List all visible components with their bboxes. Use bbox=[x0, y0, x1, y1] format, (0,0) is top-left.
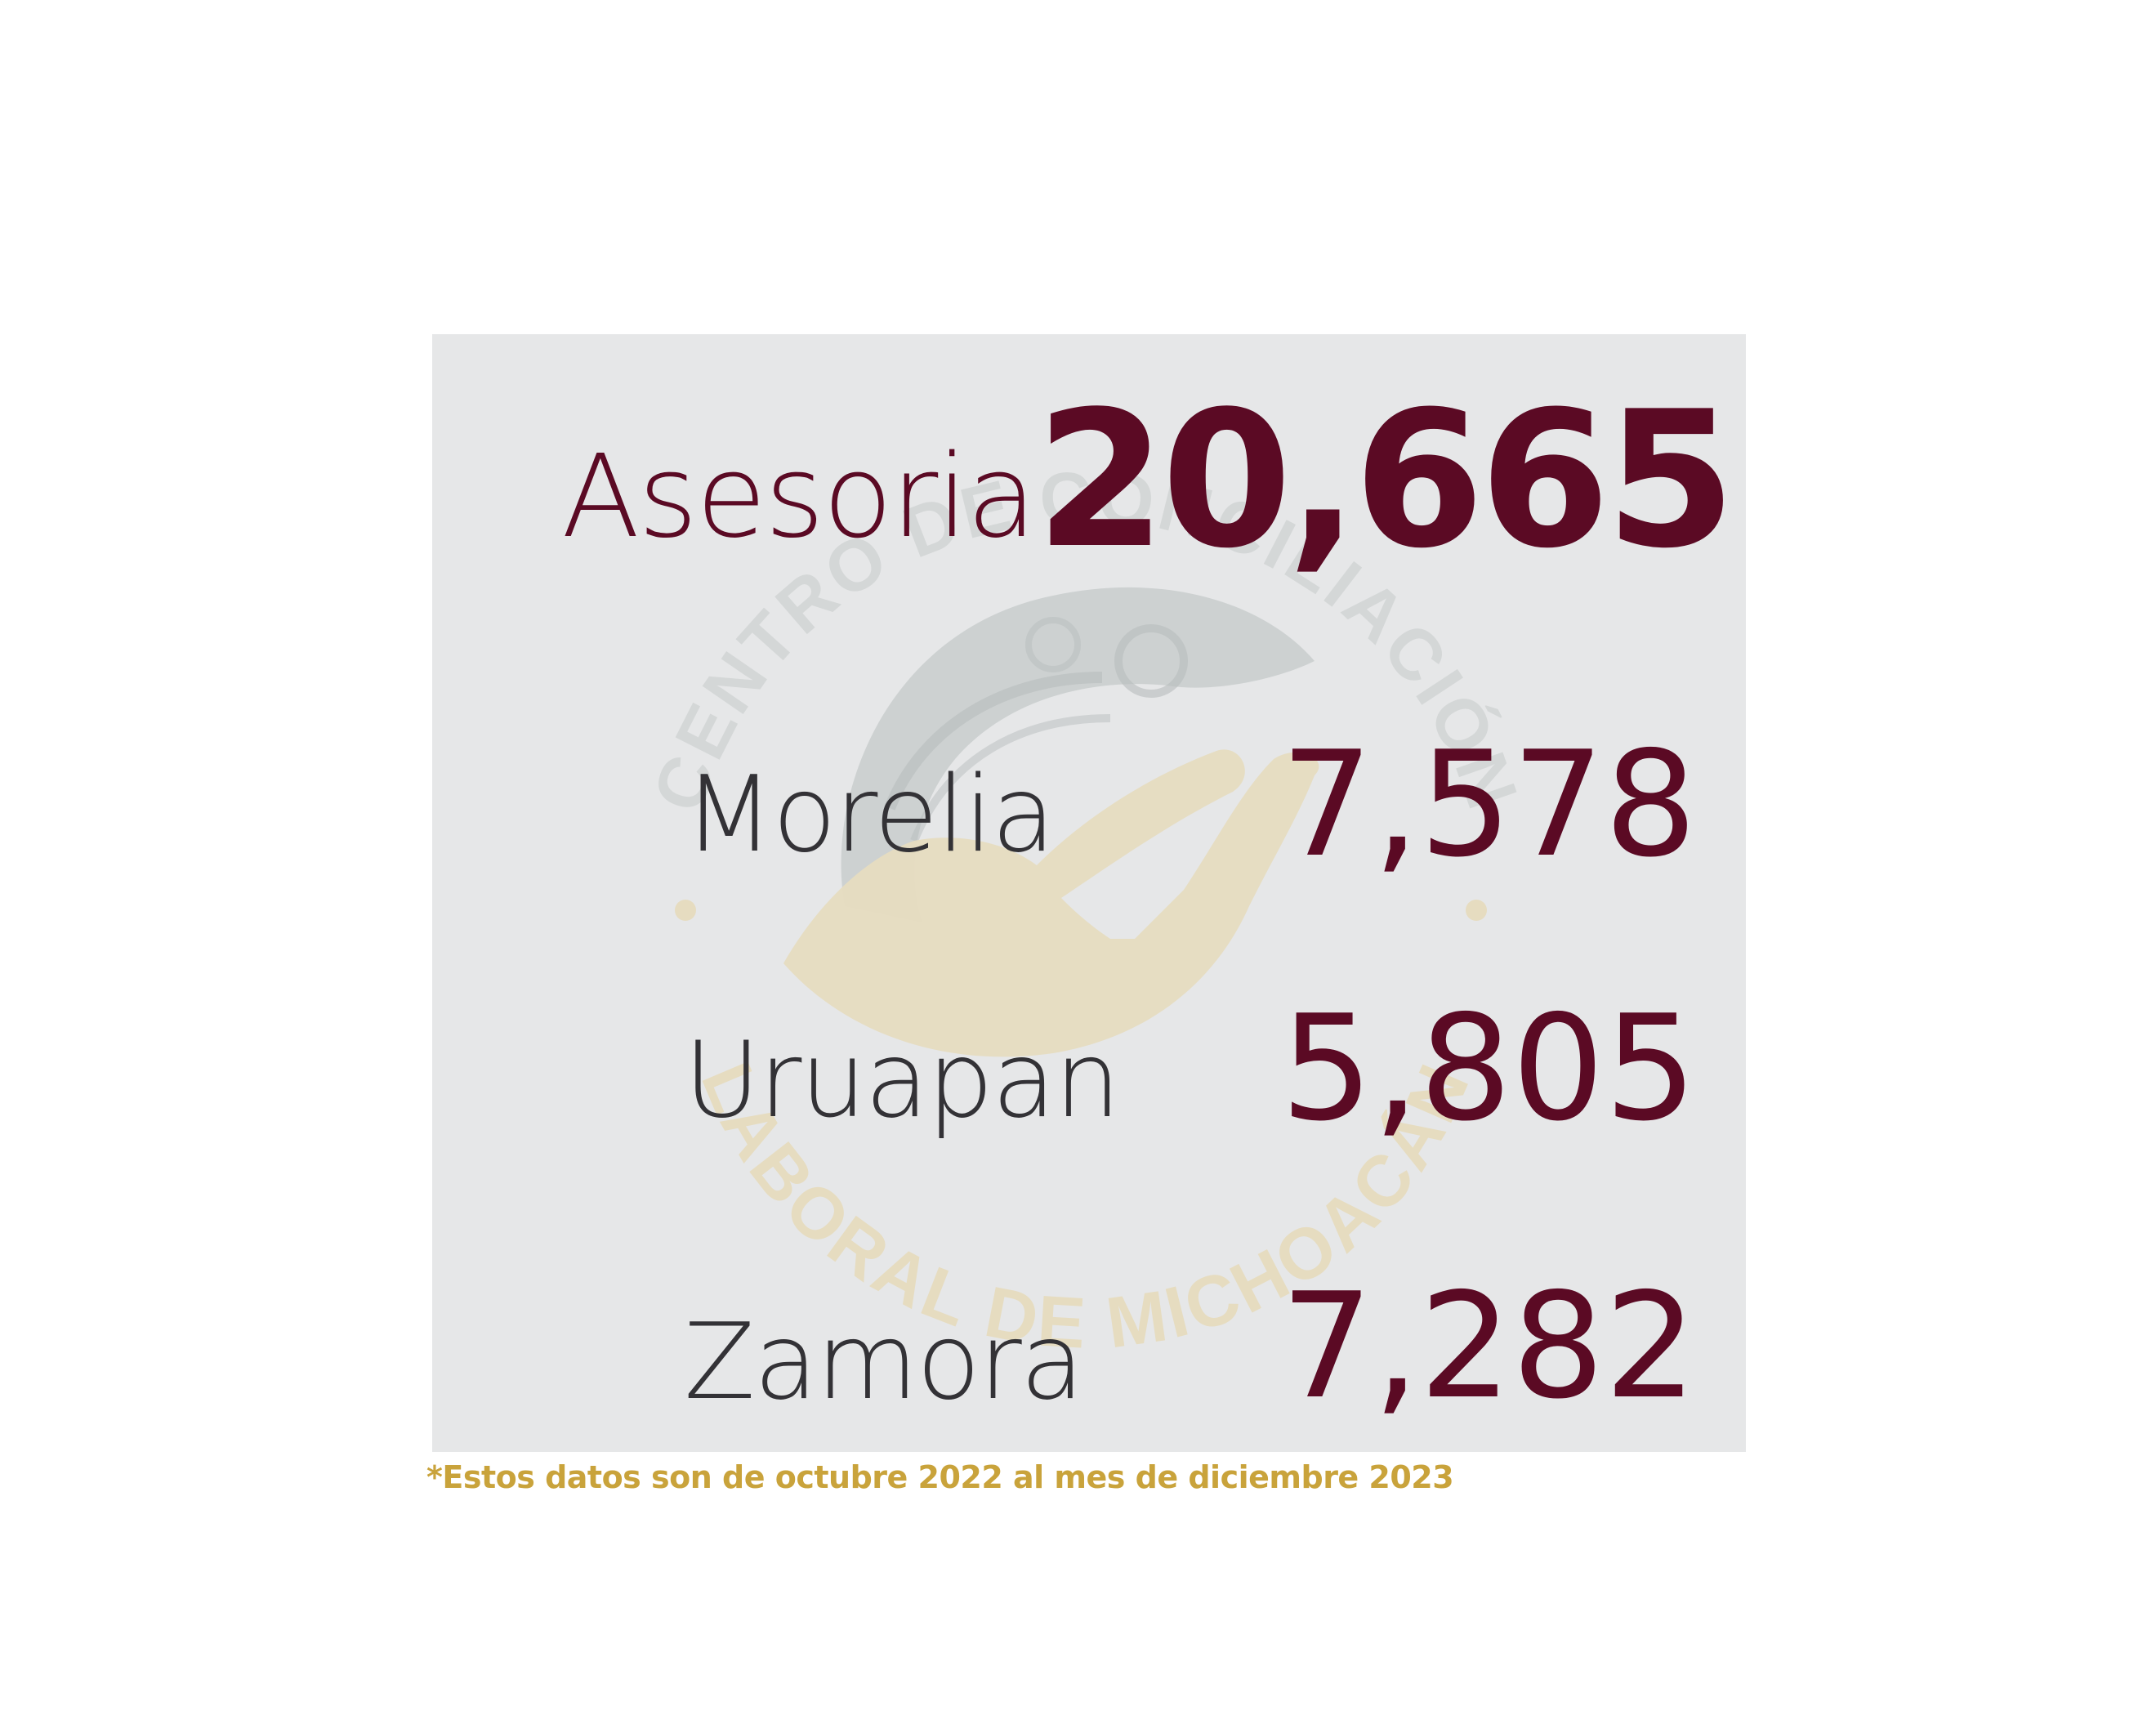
centro-conciliacion-logo-watermark: CENTRO DE CONCILIACIÓN LABORAL DE MICHOA… bbox=[637, 456, 1531, 1364]
dot-right-icon bbox=[1466, 900, 1487, 921]
swirl-icon bbox=[841, 587, 1315, 922]
asesoria-label: Asesoria bbox=[561, 431, 1037, 564]
dot-left-icon bbox=[675, 900, 696, 921]
city-value-uruapan: 5,805 bbox=[1280, 984, 1697, 1153]
city-label-morelia: Morelia bbox=[684, 754, 1056, 876]
asesoria-total-value: 20,665 bbox=[1035, 372, 1736, 590]
city-value-morelia: 7,578 bbox=[1280, 720, 1697, 889]
city-label-zamora: Zamora bbox=[684, 1302, 1084, 1423]
city-value-zamora: 7,282 bbox=[1280, 1262, 1697, 1431]
date-range-footnote: *Estos datos son de octubre 2022 al mes … bbox=[426, 1459, 1454, 1495]
city-label-uruapan: Uruapan bbox=[684, 1020, 1121, 1141]
hand-icon bbox=[783, 749, 1319, 1057]
stats-panel: CENTRO DE CONCILIACIÓN LABORAL DE MICHOA… bbox=[432, 334, 1746, 1452]
